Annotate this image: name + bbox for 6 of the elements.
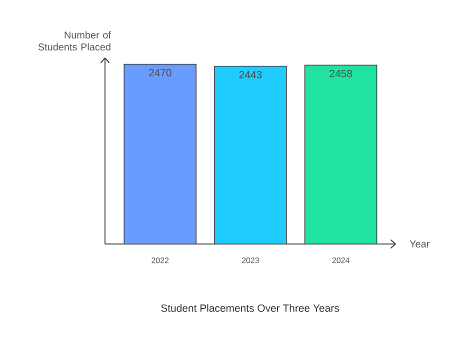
data-label: 2470 bbox=[149, 69, 172, 76]
data-label: 2458 bbox=[330, 70, 352, 78]
y-axis-title: Number of Students Placed bbox=[38, 31, 112, 50]
text: Student Placements Over Three Years bbox=[161, 304, 339, 312]
data-label: 2443 bbox=[239, 70, 262, 78]
x-axis-title: Year bbox=[410, 240, 430, 248]
